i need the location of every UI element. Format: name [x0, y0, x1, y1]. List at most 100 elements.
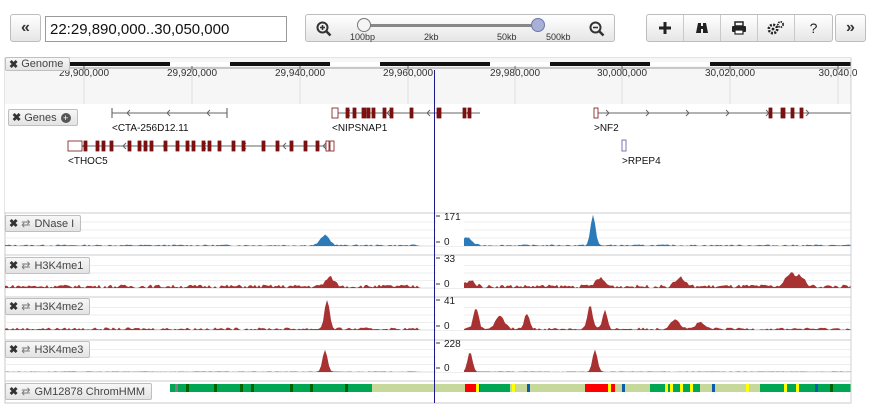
zoom-tick-label: 50kb — [497, 32, 517, 42]
chromhmm-segment — [527, 384, 530, 392]
track-label-dnase[interactable]: ✖ ⇄ DNase I — [5, 215, 82, 232]
chromhmm-segment — [815, 384, 818, 392]
gene-label: >NF2 — [594, 123, 619, 134]
gene-features: <CTA-256D12.11 <NIPSNAP1 >NF2 <THOC5 >RPEP4 — [67, 107, 851, 167]
chromhmm-segment — [510, 384, 530, 392]
chromhmm-segment — [262, 384, 330, 392]
scale-max-label: 171 — [444, 212, 461, 223]
signal-track: 228 0 — [5, 339, 851, 374]
scale-min-label: 0 — [444, 321, 450, 332]
chromhmm-segment — [830, 384, 833, 392]
scale-max-label: 33 — [444, 254, 456, 265]
ruler-tick-label: 30,040,0 — [819, 68, 858, 79]
track-label-h3k4me3[interactable]: ✖ ⇄ H3K4me3 — [5, 341, 91, 358]
chromhmm-segment — [512, 384, 515, 392]
ruler-tick-label: 29,980,000 — [490, 68, 540, 79]
chromhmm-segment — [530, 384, 585, 392]
zoom-tick-label: 100bp — [350, 32, 376, 42]
gene-label: <CTA-256D12.11 — [112, 123, 189, 134]
track-label-genome[interactable]: ✖ Genome — [5, 57, 71, 71]
signal-area — [5, 349, 851, 372]
ruler-tick-label: 30,020,000 — [705, 68, 755, 79]
chromhmm-segment — [760, 384, 851, 392]
ruler-tick-label: 29,920,000 — [167, 68, 217, 79]
close-icon[interactable]: ✖ — [12, 112, 22, 124]
gene-cta-256d12 — [112, 109, 227, 117]
chromhmm-segment — [472, 384, 475, 392]
zoom-control: 100bp 2kb 50kb 500kb — [305, 14, 615, 42]
ruler-overview-bar — [60, 62, 851, 66]
drag-handle-icon[interactable]: ⇄ — [21, 344, 31, 356]
chromhmm-segment — [240, 384, 243, 392]
chromhmm-segment — [437, 384, 465, 392]
chromhmm-segment — [589, 384, 592, 392]
scale-label-bg — [436, 298, 464, 330]
chromhmm-segment — [468, 384, 471, 392]
chromhmm-segment — [214, 384, 217, 392]
chromhmm-segment — [665, 384, 668, 392]
chromhmm-segment — [330, 384, 372, 392]
close-icon[interactable]: ✖ — [9, 386, 19, 398]
scale-max-label: 41 — [444, 296, 456, 307]
scale-min-label: 0 — [444, 363, 450, 374]
track-label-genes[interactable]: ✖ Genes + — [8, 109, 78, 126]
help-button[interactable]: ? — [795, 15, 832, 41]
zoom-slider-track[interactable] — [363, 24, 539, 27]
scroll-left-button[interactable]: « — [10, 14, 41, 42]
signal-area — [5, 300, 851, 330]
drag-handle-icon[interactable]: ⇄ — [21, 218, 31, 230]
zoom-in-icon[interactable] — [315, 20, 333, 38]
signal-area — [5, 272, 851, 288]
chromhmm-segment — [186, 384, 189, 392]
zoom-slider-knob[interactable] — [531, 18, 545, 32]
gene-label: >RPEP4 — [622, 156, 661, 167]
close-icon[interactable]: ✖ — [9, 260, 19, 272]
close-icon[interactable]: ✖ — [9, 218, 19, 230]
drag-handle-icon[interactable]: ⇄ — [21, 260, 31, 272]
gene-rpep4 — [621, 139, 627, 152]
chromhmm-segment — [650, 384, 700, 392]
add-track-button[interactable] — [647, 15, 684, 41]
zoom-out-icon[interactable] — [588, 20, 606, 38]
drag-handle-icon[interactable]: ⇄ — [21, 386, 31, 398]
signal-track: 41 0 — [5, 296, 851, 332]
chromhmm-segment — [690, 384, 693, 392]
add-icon[interactable]: + — [60, 112, 71, 123]
gene-label: <THOC5 — [68, 156, 108, 167]
track-label-h3k4me2[interactable]: ✖ ⇄ H3K4me2 — [5, 298, 91, 315]
chromhmm-segment — [480, 384, 510, 392]
zoom-slider-min-knob[interactable] — [357, 18, 371, 32]
chromhmm-segment — [175, 384, 178, 392]
close-icon[interactable]: ✖ — [9, 344, 19, 356]
settings-button[interactable] — [758, 15, 795, 41]
print-button[interactable] — [721, 15, 758, 41]
location-input[interactable] — [45, 16, 287, 42]
chromhmm-segment — [670, 384, 673, 392]
gene-thoc5 — [67, 140, 335, 152]
scale-min-label: 0 — [444, 279, 450, 290]
close-icon[interactable]: ✖ — [9, 301, 19, 313]
tools-button-group: ? — [646, 14, 833, 42]
track-label-h3k4me1[interactable]: ✖ ⇄ H3K4me1 — [5, 257, 91, 274]
search-features-button[interactable] — [684, 15, 721, 41]
chromhmm-segment — [200, 384, 262, 392]
chromhmm-segment — [476, 384, 479, 392]
drag-handle-icon[interactable]: ⇄ — [21, 301, 31, 313]
chromhmm-segment — [465, 384, 480, 392]
chromhmm-segment — [746, 384, 749, 392]
chromhmm-segment — [170, 384, 200, 392]
print-icon — [732, 21, 746, 35]
close-icon[interactable]: ✖ — [9, 58, 19, 71]
chromhmm-segment — [680, 384, 683, 392]
chromhmm-segment — [585, 384, 615, 392]
chromhmm-segment — [615, 384, 650, 392]
help-icon: ? — [809, 20, 818, 36]
chromhmm-segment — [345, 384, 348, 392]
signal-track: 33 0 — [5, 254, 851, 290]
ruler-tick-label: 29,960,000 — [383, 68, 433, 79]
track-label-chromhmm[interactable]: ✖ ⇄ GM12878 ChromHMM — [5, 383, 153, 400]
chromhmm-segment — [712, 384, 715, 392]
scroll-right-button[interactable]: » — [835, 14, 866, 42]
